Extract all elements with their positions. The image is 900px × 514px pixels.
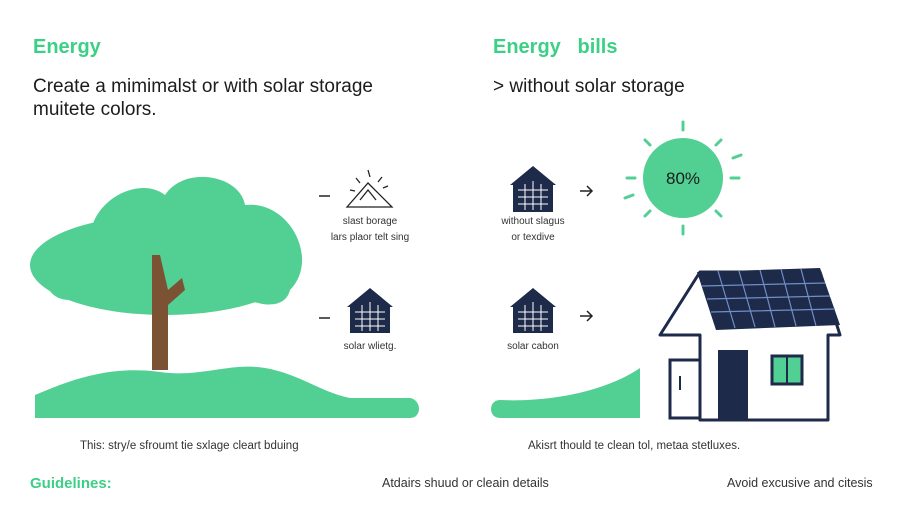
right-title: Energy bills (493, 36, 618, 58)
icon-label: slast borage (342, 216, 398, 227)
ground (491, 368, 640, 418)
description-line: Create a mimimalst or with solar storage (33, 76, 373, 97)
house (658, 268, 842, 422)
icon-label: without slagus (501, 216, 565, 227)
icon-caption: or texdive (511, 232, 555, 243)
tree (30, 176, 419, 418)
sun-label: 80% (665, 169, 701, 188)
left-title: Energy (33, 36, 101, 58)
guidelines-title: Guidelines: (30, 475, 112, 492)
description-line: muitete colors. (33, 99, 157, 120)
caption: This: stry/e sfroumt tie sxlage cleart b… (80, 440, 299, 452)
caption: Akisrt thould te clean tol, metaa stetlu… (528, 440, 741, 452)
icon-caption: lars plaor telt sing (330, 232, 410, 243)
icon-label: solar wlietg. (343, 341, 397, 352)
connectors (319, 185, 594, 322)
right-subtitle: > without solar storage (493, 76, 685, 97)
sun (623, 120, 743, 236)
icon-label: solar cabon (507, 341, 559, 352)
guideline: Atdairs shuud or cleain details (382, 476, 549, 490)
storage-icon (345, 169, 394, 208)
guideline: Avoid excusive and citesis (727, 476, 873, 490)
house-grid (355, 181, 548, 331)
